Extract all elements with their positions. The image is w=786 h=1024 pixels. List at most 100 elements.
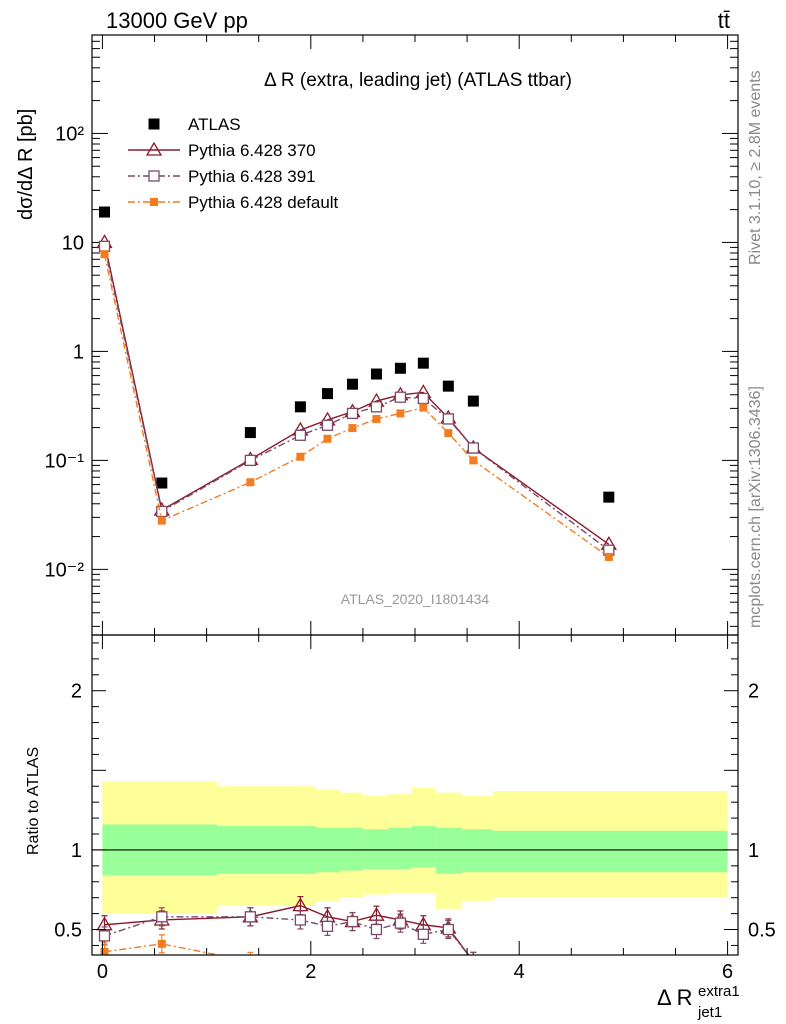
ratio-y-tick-label: 1 (748, 840, 759, 862)
main-y-tick-label: 10⁻² (45, 559, 85, 581)
main-point-pythia-6-428-default (246, 478, 255, 487)
main-point-pythia-6-428-391 (370, 401, 383, 413)
main-point-pythia-6-428-391 (417, 392, 429, 405)
process-label: tt̄ (718, 8, 730, 33)
ratio-y-axis-label: Ratio to ATLAS (25, 747, 42, 855)
ratio-point-pythia-6-428-default (246, 957, 254, 965)
main-line-pythia-6-428-default (103, 254, 610, 558)
energy-label: 13000 GeV pp (106, 8, 248, 33)
ratio-point-pythia-6-428-391 (156, 911, 168, 923)
main-point-atlas (346, 378, 358, 390)
ratio-point-pythia-6-428-370 (472, 953, 475, 955)
main-point-pythia-6-428-default (444, 429, 453, 438)
main-point-pythia-6-428-391 (156, 505, 168, 518)
ratio-point-pythia-6-428-391 (370, 923, 383, 936)
legend-entry-label: Pythia 6.428 391 (188, 167, 316, 186)
ratio-panel: 0.5 0.5 1 1 2 2 0 2 4 6 Ratio to ATLAS Δ R extra1… (25, 634, 776, 1021)
main-line-pythia-6-428-391 (103, 246, 610, 551)
main-point-atlas (99, 206, 111, 218)
main-y-axis-label: dσ/dΔ R [pb] (15, 109, 37, 220)
ratio-band-inner (339, 827, 363, 871)
legend-marker (150, 198, 158, 206)
chart-title: Δ R (extra, leading jet) (ATLAS ttbar) (264, 70, 572, 91)
rivet-version-label: Rivet 3.1.10, ≥ 2.8M events (747, 70, 764, 265)
main-y-tick-label: 1 (73, 341, 84, 363)
main-point-pythia-6-428-default (296, 452, 305, 461)
main-point-pythia-6-428-default (419, 403, 428, 412)
main-point-pythia-6-428-default (157, 516, 166, 525)
ratio-point-pythia-6-428-391 (321, 920, 334, 932)
legend-entry-label: Pythia 6.428 default (188, 193, 339, 212)
main-point-atlas (370, 368, 382, 380)
ratio-series (96, 896, 477, 965)
main-point-pythia-6-428-391 (346, 407, 359, 420)
main-point-atlas (321, 388, 333, 400)
ratio-band-inner (362, 829, 389, 870)
main-y-tick-label: 10² (55, 123, 84, 145)
ratio-point-pythia-6-428-391 (294, 914, 307, 926)
legend-entry-label: ATLAS (188, 115, 241, 134)
ratio-point-pythia-6-428-391 (394, 917, 407, 929)
main-point-atlas (244, 427, 256, 439)
main-axis-ticks: 10⁻² 10⁻¹ 1 10 10² (45, 34, 738, 635)
x-axis-label-main: Δ R (657, 985, 692, 1010)
legend: ATLAS Pythia 6.428 370 Pythia 6.428 391 Pyt… (128, 115, 339, 212)
main-point-pythia-6-428-default (396, 409, 405, 418)
main-point-pythia-6-428-default (469, 456, 478, 465)
ratio-point-pythia-6-428-default (100, 947, 109, 955)
ratio-line-pythia-6-428-default (104, 943, 222, 955)
main-series (96, 206, 617, 561)
main-panel: 10⁻² 10⁻¹ 1 10 10² Δ R (extra, leading jet) … (15, 34, 739, 636)
main-point-pythia-6-428-391 (98, 240, 111, 253)
main-point-atlas (417, 357, 429, 369)
legend-marker (145, 141, 163, 156)
main-point-pythia-6-428-391 (244, 454, 257, 467)
ratio-x-tick-label: 6 (722, 961, 733, 983)
main-point-pythia-6-428-391 (321, 419, 334, 431)
main-point-atlas (394, 362, 406, 374)
main-point-pythia-6-428-default (604, 552, 613, 561)
ratio-line-pythia-6-428-391 (104, 916, 470, 955)
main-point-atlas (467, 395, 479, 407)
ratio-point-pythia-6-428-391 (98, 930, 111, 942)
ratio-point-pythia-6-428-default (157, 939, 166, 948)
ratio-axis-ticks: 0.5 0.5 1 1 2 2 0 2 4 6 (54, 635, 776, 983)
analysis-tag: ATLAS_2020_I1801434 (341, 591, 490, 607)
ratio-point-pythia-6-428-391 (417, 928, 429, 940)
x-axis-label: Δ R extra1 jet1 (657, 983, 740, 1021)
main-y-tick-label: 10 (62, 232, 84, 254)
main-point-pythia-6-428-391 (442, 413, 454, 425)
x-axis-label-sup: extra1 (698, 983, 740, 1000)
main-line-pythia-6-428-370 (103, 242, 610, 545)
main-point-pythia-6-428-391 (294, 429, 307, 441)
main-point-atlas (156, 477, 168, 489)
ratio-x-tick-label: 2 (305, 961, 316, 983)
ratio-y-tick-label: 2 (71, 681, 82, 703)
x-axis-label-sub: jet1 (697, 1004, 722, 1021)
main-point-pythia-6-428-default (323, 434, 332, 443)
main-point-pythia-6-428-391 (467, 442, 479, 454)
ratio-x-tick-label: 0 (97, 961, 108, 983)
ratio-band-inner (461, 829, 494, 873)
legend-marker (148, 118, 160, 130)
main-point-atlas (603, 491, 615, 503)
ratio-band-inner (493, 830, 728, 873)
main-point-pythia-6-428-default (100, 250, 109, 259)
ratio-x-tick-label: 4 (514, 961, 525, 983)
main-point-pythia-6-428-default (372, 414, 381, 423)
mcplots-label: mcplots.cern.ch [arXiv:1306.3436] (747, 386, 764, 628)
legend-entry-label: Pythia 6.428 370 (188, 141, 316, 160)
main-point-pythia-6-428-default (348, 424, 357, 433)
main-point-atlas (294, 401, 306, 413)
legend-marker (148, 170, 160, 182)
ratio-uncertainty-bands (92, 781, 738, 914)
ratio-y-tick-label: 0.5 (54, 920, 82, 942)
ratio-band-inner (435, 827, 462, 874)
ratio-point-pythia-6-428-391 (244, 911, 257, 923)
ratio-y-tick-label: 1 (71, 840, 82, 862)
ratio-point-pythia-6-428-391 (346, 915, 359, 928)
ratio-y-tick-label: 0.5 (748, 920, 776, 942)
ratio-band-inner (388, 827, 412, 870)
main-y-tick-label: 10⁻¹ (45, 450, 85, 472)
